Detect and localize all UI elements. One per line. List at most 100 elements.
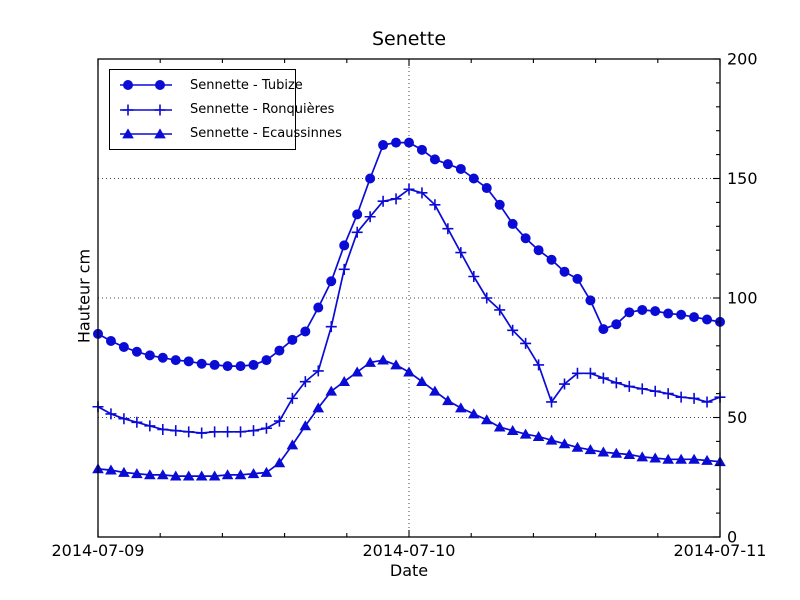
circle-marker-icon xyxy=(120,80,172,91)
triangle-marker xyxy=(377,354,389,365)
triangle-marker xyxy=(390,359,402,370)
circle-marker xyxy=(339,240,350,251)
triangle-marker xyxy=(688,453,700,464)
plus-marker xyxy=(610,377,622,389)
circle-marker xyxy=(118,341,129,352)
triangle-marker xyxy=(545,434,558,445)
series-line xyxy=(97,141,721,367)
triangle-marker xyxy=(122,128,134,139)
circle-marker xyxy=(585,295,596,306)
circle-marker xyxy=(689,312,700,323)
plus-marker xyxy=(597,372,609,384)
ticks xyxy=(97,58,721,538)
triangle-marker xyxy=(325,385,338,396)
plus-marker-icon xyxy=(120,104,172,115)
triangle-marker xyxy=(247,468,260,479)
circle-marker xyxy=(416,144,427,155)
triangle-marker xyxy=(519,428,532,439)
series-0 xyxy=(93,137,725,372)
circle-marker xyxy=(300,326,311,337)
circle-marker xyxy=(155,80,165,91)
legend-label-ronquieres: Sennette - Ronquières xyxy=(190,102,335,117)
plus-marker xyxy=(559,378,570,390)
triangle-marker-icon xyxy=(120,128,172,139)
triangle-marker xyxy=(649,452,662,463)
legend-label-ecaussinnes: Sennette - Ecaussinnes xyxy=(190,126,342,142)
circle-marker xyxy=(702,314,713,325)
circle-marker xyxy=(391,137,402,148)
circle-marker xyxy=(209,359,220,370)
triangle-marker xyxy=(442,395,454,406)
plus-marker xyxy=(533,359,545,371)
plus-marker xyxy=(649,385,661,397)
plus-marker xyxy=(481,292,493,304)
plus-marker xyxy=(429,199,441,211)
triangle-marker xyxy=(338,376,351,387)
triangle-marker xyxy=(506,425,519,436)
triangle-marker xyxy=(105,464,117,475)
plus-marker xyxy=(468,270,480,282)
plus-marker xyxy=(131,416,143,428)
plus-marker xyxy=(325,321,337,333)
legend-label-tubize: Sennette - Tubize xyxy=(190,77,303,93)
triangle-marker xyxy=(532,431,545,442)
circle-marker xyxy=(455,163,466,174)
circle-marker xyxy=(235,361,246,372)
chart-title: Senette xyxy=(371,28,447,50)
plus-marker xyxy=(273,415,285,427)
plus-marker xyxy=(235,426,247,438)
triangle-marker xyxy=(662,453,674,464)
circle-marker xyxy=(183,356,194,367)
circle-marker xyxy=(352,209,363,220)
plus-marker xyxy=(122,104,134,115)
circle-marker xyxy=(533,245,544,256)
circle-marker xyxy=(520,233,531,244)
plus-marker xyxy=(351,226,363,238)
triangle-marker xyxy=(701,454,713,465)
triangle-marker xyxy=(234,469,247,480)
plus-marker xyxy=(183,426,195,438)
circle-marker xyxy=(144,350,155,361)
triangle-marker xyxy=(584,444,597,455)
x-axis-label: Date xyxy=(389,561,429,580)
plus-marker xyxy=(144,420,156,432)
plus-marker xyxy=(154,104,166,115)
circle-marker xyxy=(157,352,168,363)
circle-marker xyxy=(378,140,389,151)
circle-marker xyxy=(442,159,453,170)
triangle-marker xyxy=(429,385,441,396)
legend-item-tubize: Sennette - Tubize xyxy=(110,76,303,94)
triangle-marker xyxy=(312,402,325,413)
y-tick-label: 100 xyxy=(727,289,758,308)
series-2 xyxy=(92,354,726,481)
y-tick-label: 50 xyxy=(727,408,747,427)
plus-marker xyxy=(196,427,208,439)
triangle-marker xyxy=(364,356,376,367)
plus-marker xyxy=(260,422,272,434)
plus-marker xyxy=(170,425,182,437)
circle-marker xyxy=(494,199,505,210)
plus-marker xyxy=(584,367,596,379)
triangle-marker xyxy=(597,446,610,457)
circle-marker xyxy=(611,319,622,330)
circle-marker xyxy=(624,307,635,318)
triangle-marker xyxy=(273,457,286,468)
x-tick-label: 2014-07-10 xyxy=(363,541,456,560)
circle-marker xyxy=(404,137,414,148)
triangle-marker xyxy=(286,439,299,450)
x-tick-label: 2014-07-09 xyxy=(52,541,145,560)
circle-marker xyxy=(650,306,661,317)
series-1 xyxy=(92,183,726,439)
plus-marker xyxy=(494,304,506,316)
plus-marker xyxy=(286,392,298,404)
plus-marker xyxy=(377,195,389,207)
triangle-marker xyxy=(144,469,156,480)
triangle-marker xyxy=(571,441,584,452)
circle-marker xyxy=(131,346,142,357)
circle-marker xyxy=(365,173,376,184)
plus-marker xyxy=(701,396,713,408)
triangle-marker xyxy=(351,366,363,377)
plus-marker xyxy=(312,365,324,377)
triangle-marker xyxy=(416,376,428,387)
